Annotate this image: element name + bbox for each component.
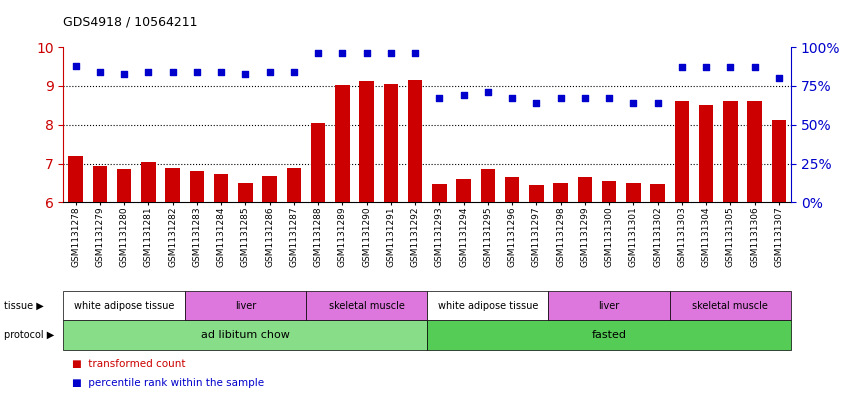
Point <box>554 95 568 101</box>
Text: liver: liver <box>234 301 256 310</box>
Point <box>748 64 761 70</box>
Point <box>93 69 107 75</box>
Point <box>360 50 373 57</box>
Point <box>239 70 252 77</box>
Point <box>336 50 349 57</box>
Bar <box>287 168 301 202</box>
Bar <box>456 179 471 202</box>
Bar <box>699 105 713 202</box>
Bar <box>383 84 398 202</box>
Bar <box>190 171 204 202</box>
Text: ■  percentile rank within the sample: ■ percentile rank within the sample <box>72 378 264 388</box>
Bar <box>529 185 544 202</box>
Point <box>651 100 664 106</box>
Text: fasted: fasted <box>591 330 627 340</box>
Bar <box>548 291 670 320</box>
Bar <box>723 101 738 202</box>
Point <box>118 70 131 77</box>
Point <box>214 69 228 75</box>
Bar <box>69 156 83 202</box>
Bar <box>63 291 184 320</box>
Bar <box>505 177 519 202</box>
Point <box>505 95 519 101</box>
Point <box>723 64 737 70</box>
Bar <box>360 81 374 202</box>
Text: tissue ▶: tissue ▶ <box>4 301 44 310</box>
Bar <box>602 181 617 202</box>
Bar <box>238 183 253 202</box>
Bar <box>117 169 131 202</box>
Text: ad libitum chow: ad libitum chow <box>201 330 290 340</box>
Point <box>166 69 179 75</box>
Bar <box>747 101 762 202</box>
Point <box>530 100 543 106</box>
Point <box>69 62 82 69</box>
Bar <box>670 291 791 320</box>
Point <box>263 69 277 75</box>
Bar <box>63 320 427 350</box>
Text: white adipose tissue: white adipose tissue <box>437 301 538 310</box>
Bar <box>427 291 548 320</box>
Text: liver: liver <box>598 301 620 310</box>
Bar <box>481 169 495 202</box>
Bar <box>408 80 422 202</box>
Bar <box>651 184 665 202</box>
Bar <box>92 165 107 202</box>
Point <box>384 50 398 57</box>
Point <box>481 89 495 95</box>
Point <box>675 64 689 70</box>
Point <box>772 75 786 81</box>
Point <box>627 100 640 106</box>
Bar <box>310 123 326 202</box>
Bar <box>427 320 791 350</box>
Point <box>190 69 204 75</box>
Bar <box>772 120 786 202</box>
Point <box>457 92 470 98</box>
Text: white adipose tissue: white adipose tissue <box>74 301 174 310</box>
Point <box>602 95 616 101</box>
Point <box>141 69 155 75</box>
Text: ■  transformed count: ■ transformed count <box>72 358 185 369</box>
Point <box>578 95 591 101</box>
Point <box>287 69 300 75</box>
Bar <box>432 184 447 202</box>
Bar <box>306 291 427 320</box>
Bar <box>184 291 306 320</box>
Text: GDS4918 / 10564211: GDS4918 / 10564211 <box>63 16 198 29</box>
Bar <box>553 183 568 202</box>
Text: skeletal muscle: skeletal muscle <box>328 301 404 310</box>
Point <box>700 64 713 70</box>
Point <box>409 50 422 57</box>
Bar <box>626 183 640 202</box>
Bar <box>674 101 689 202</box>
Bar <box>262 176 277 202</box>
Point <box>432 95 446 101</box>
Bar <box>141 162 156 202</box>
Bar <box>335 85 349 202</box>
Point <box>311 50 325 57</box>
Bar <box>165 168 180 202</box>
Text: skeletal muscle: skeletal muscle <box>692 301 768 310</box>
Bar <box>578 177 592 202</box>
Text: protocol ▶: protocol ▶ <box>4 330 54 340</box>
Bar <box>214 174 228 202</box>
